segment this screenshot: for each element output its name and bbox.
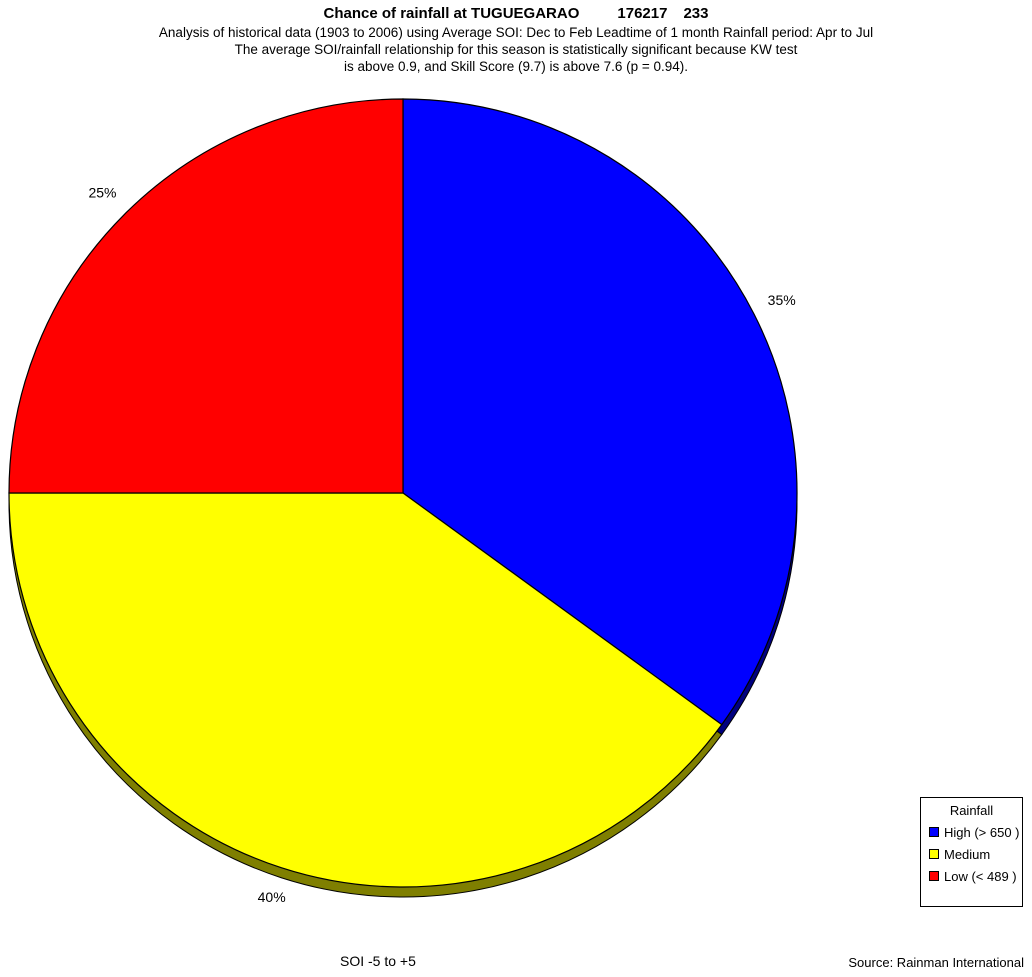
legend-swatch-medium xyxy=(929,849,939,859)
legend-title: Rainfall xyxy=(921,803,1022,821)
legend-item-high: High (> 650 ) xyxy=(921,821,1022,843)
legend-item-low: Low (< 489 ) xyxy=(921,865,1022,887)
pie-label-medium: 40% xyxy=(258,889,286,905)
legend: Rainfall High (> 650 ) Medium Low (< 489… xyxy=(920,797,1023,907)
legend-item-medium: Medium xyxy=(921,843,1022,865)
pie-slice-low xyxy=(9,99,403,493)
pie-label-high: 35% xyxy=(768,292,796,308)
legend-label-high: High (> 650 ) xyxy=(944,825,1020,840)
legend-swatch-low xyxy=(929,871,939,881)
legend-label-low: Low (< 489 ) xyxy=(944,869,1017,884)
pie-top-layer xyxy=(9,99,797,887)
pie-label-low: 25% xyxy=(88,184,116,200)
legend-label-medium: Medium xyxy=(944,847,990,862)
source-label: Source: Rainman International xyxy=(848,955,1024,970)
soi-range-label: SOI -5 to +5 xyxy=(340,953,416,969)
legend-swatch-high xyxy=(929,827,939,837)
